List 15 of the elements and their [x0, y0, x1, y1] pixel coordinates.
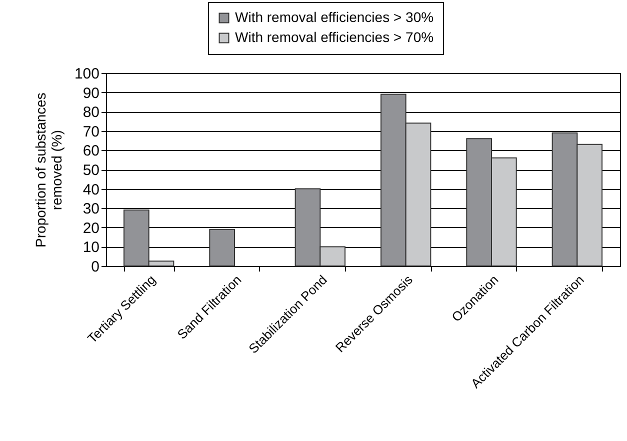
y-axis-title: Proportion of substances removed (%): [32, 92, 64, 248]
y-tick-label: 10: [82, 239, 100, 256]
legend-label: With removal efficiencies > 30%: [235, 9, 434, 25]
bar: [209, 228, 235, 266]
y-tick-label: 80: [82, 104, 100, 122]
y-tick-label: 30: [82, 200, 100, 218]
legend-label: With removal efficiencies > 70%: [235, 29, 434, 45]
y-tick-label: 40: [82, 181, 100, 198]
y-tick-label: 60: [82, 142, 100, 160]
y-tick-label: 50: [82, 162, 100, 179]
y-tick-label: 90: [82, 84, 100, 102]
y-tick-label: 0: [91, 258, 100, 276]
y-tick-label: 70: [82, 123, 100, 140]
y-tick-label: 100: [74, 66, 100, 82]
y-tick-label: 20: [82, 220, 100, 237]
